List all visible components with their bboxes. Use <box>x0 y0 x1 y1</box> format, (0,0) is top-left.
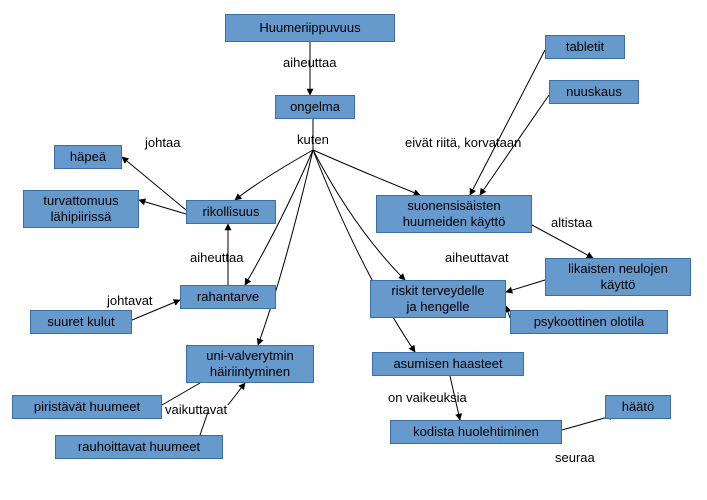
edge-label-johtaa: johtaa <box>145 135 180 150</box>
edge-19 <box>228 383 245 405</box>
node-rahantarve: rahantarve <box>180 285 276 309</box>
edge-label-vaikuttavat: vaikuttavat <box>165 402 227 417</box>
edge-label-aiheuttavat: aiheuttavat <box>445 250 509 265</box>
edge-label-aiheuttaa2: aiheuttaa <box>190 250 244 265</box>
edge-3 <box>313 150 420 195</box>
edge-2 <box>235 150 313 200</box>
node-suuretkulut: suuret kulut <box>30 310 132 334</box>
node-riskit: riskit terveydelle ja hengelle <box>370 280 506 318</box>
node-ongelma: ongelma <box>275 95 355 119</box>
edge-label-aiheuttaa1: aiheuttaa <box>283 55 337 70</box>
edge-label-seuraa: seuraa <box>555 450 595 465</box>
node-huumeriippuvuus: Huumeriippuvuus <box>225 14 395 42</box>
node-asumisen: asumisen haasteet <box>372 352 524 376</box>
node-turvattomuus: turvattomuus lähipiirissä <box>23 190 139 228</box>
node-univalve: uni-valverytmin häiriintyminen <box>186 345 314 383</box>
node-haato: häätö <box>605 395 671 419</box>
node-tabletit: tabletit <box>545 35 625 59</box>
node-piristavat: piristävät huumeet <box>12 395 162 419</box>
node-hapea: häpeä <box>54 145 122 169</box>
edge-6 <box>258 150 313 345</box>
edge-label-johtavat: johtavat <box>107 293 153 308</box>
edge-9 <box>139 200 186 214</box>
node-psykoottinen: psykoottinen olotila <box>510 310 668 334</box>
edge-15 <box>506 280 545 292</box>
edge-label-altistaa: altistaa <box>551 215 592 230</box>
edge-12 <box>470 50 545 195</box>
node-suonensisaisten: suonensisäisten huumeiden käyttö <box>376 195 532 233</box>
node-nuuskaus: nuuskaus <box>549 80 639 104</box>
edge-label-kuten: kuten <box>297 132 329 147</box>
edge-label-eivatriita: eivät riitä, korvataan <box>405 135 521 150</box>
edge-7 <box>313 150 415 352</box>
edges-layer <box>0 0 707 500</box>
node-likaisten: likaisten neulojen käyttö <box>545 258 691 296</box>
node-rikollisuus: rikollisuus <box>186 200 276 224</box>
node-rauhoittavat: rauhoittavat huumeet <box>55 435 223 459</box>
node-kodista: kodista huolehtiminen <box>390 420 562 444</box>
edge-label-onvaikeuksia: on vaikeuksia <box>388 390 467 405</box>
